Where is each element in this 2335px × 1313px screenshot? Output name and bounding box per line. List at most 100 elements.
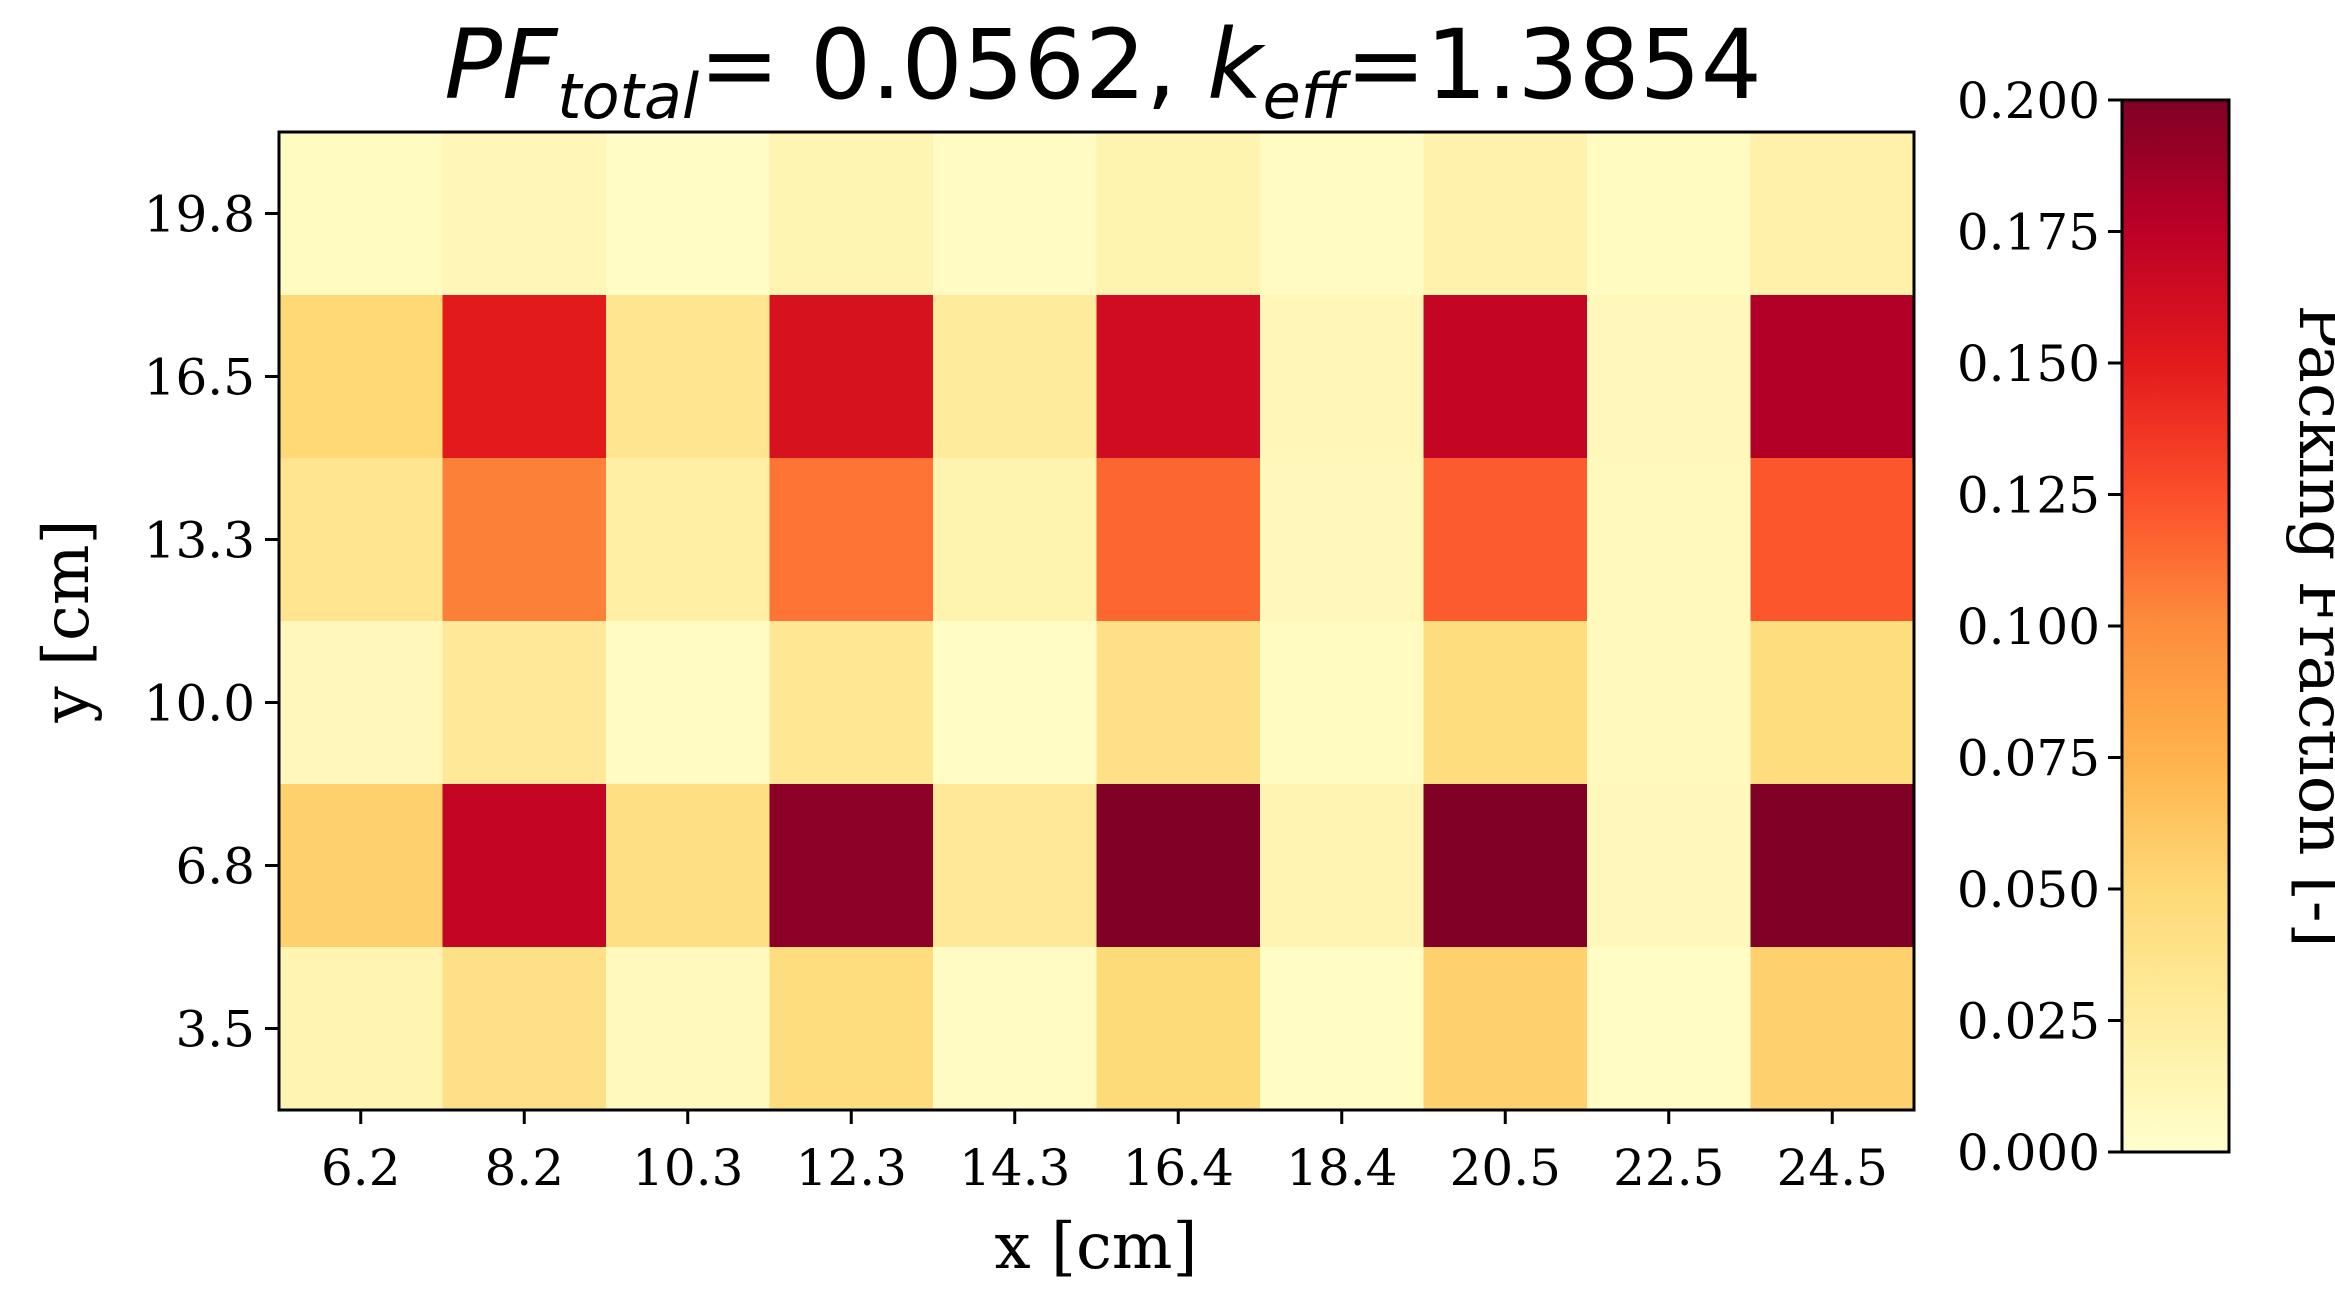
heatmap-cell xyxy=(1423,458,1588,622)
title-pf-subscript: total xyxy=(557,60,699,133)
colorbar-ticks: 0.200 0.175 0.150 0.125 0.100 0.075 0.050 0.025… xyxy=(1957,72,2122,1182)
heatmap-cell xyxy=(1750,132,1915,296)
colorbar-tick-label: 0.050 xyxy=(1957,861,2100,919)
heatmap-cell xyxy=(769,458,934,622)
heatmap-cell xyxy=(442,947,607,1111)
y-tick-label: 19.8 xyxy=(144,186,255,244)
y-tick-label: 10.0 xyxy=(144,675,255,733)
heatmap-cell xyxy=(1260,295,1425,459)
heatmap-cell xyxy=(1260,784,1425,948)
heatmap-cell xyxy=(1260,458,1425,622)
heatmap-cell xyxy=(1423,947,1588,1111)
heatmap-cell xyxy=(1587,621,1752,785)
heatmap-cell xyxy=(442,132,607,296)
heatmap-cell xyxy=(1423,295,1588,459)
title-k-value: =1.3854 xyxy=(1345,9,1761,121)
title-pf-value: = 0.0562, xyxy=(699,9,1207,121)
colorbar-label: Packing Fraction [-] xyxy=(2284,305,2335,948)
x-tick-label: 6.2 xyxy=(321,1139,401,1197)
x-tick-label: 12.3 xyxy=(796,1139,907,1197)
heatmap-cells xyxy=(279,132,1915,1111)
heatmap-cell xyxy=(1096,458,1261,622)
heatmap-cell xyxy=(606,295,771,459)
plot-frame xyxy=(277,130,1916,1112)
heatmap-cell xyxy=(606,458,771,622)
x-tick-label: 22.5 xyxy=(1613,1139,1724,1197)
heatmap-cell xyxy=(1587,295,1752,459)
heatmap-cell xyxy=(1423,132,1588,296)
x-tick-label: 14.3 xyxy=(959,1139,1070,1197)
heatmap-cell xyxy=(1587,947,1752,1111)
heatmap-cell xyxy=(279,132,444,296)
heatmap-cell xyxy=(1587,132,1752,296)
heatmap-cell xyxy=(769,621,934,785)
heatmap-cell xyxy=(769,132,934,296)
colorbar-tick-label: 0.150 xyxy=(1957,335,2100,393)
heatmap-cell xyxy=(769,947,934,1111)
x-tick-label: 24.5 xyxy=(1777,1139,1888,1197)
heatmap-cell xyxy=(1096,947,1261,1111)
heatmap-cell xyxy=(606,784,771,948)
heatmap-cell xyxy=(1096,784,1261,948)
x-axis-ticks: 6.2 8.2 10.3 12.3 14.3 16.4 18.4 20.5 22.5 24.5 xyxy=(321,1110,1888,1197)
y-axis-label: y [cm] xyxy=(30,520,104,724)
heatmap-cell xyxy=(1096,295,1261,459)
x-tick-label: 8.2 xyxy=(484,1139,564,1197)
title-k-symbol: k xyxy=(1207,9,1266,121)
heatmap-cell xyxy=(606,621,771,785)
x-tick-label: 10.3 xyxy=(632,1139,743,1197)
heatmap-cell xyxy=(1750,947,1915,1111)
heatmap-cell xyxy=(933,784,1098,948)
chart-title: PFtotal= 0.0562, keff=1.3854 xyxy=(444,9,1762,133)
heatmap-cell xyxy=(606,947,771,1111)
heatmap-cell xyxy=(1260,947,1425,1111)
heatmap-cell xyxy=(1750,621,1915,785)
heatmap-cell xyxy=(933,947,1098,1111)
title-k-subscript: eff xyxy=(1263,60,1352,133)
heatmap-cell xyxy=(1587,784,1752,948)
colorbar xyxy=(2120,98,2231,1154)
heatmap-cell xyxy=(442,295,607,459)
heatmap-cell xyxy=(1096,621,1261,785)
colorbar-tick-label: 0.175 xyxy=(1957,204,2100,262)
colorbar-tick-label: 0.075 xyxy=(1957,730,2100,788)
heatmap-cell xyxy=(933,295,1098,459)
colorbar-tick-label: 0.125 xyxy=(1957,467,2100,525)
x-tick-label: 18.4 xyxy=(1286,1139,1397,1197)
heatmap-cell xyxy=(1423,621,1588,785)
colorbar-tick-label: 0.200 xyxy=(1957,72,2100,130)
heatmap-cell xyxy=(769,295,934,459)
heatmap-cell xyxy=(933,621,1098,785)
x-axis-label: x [cm] xyxy=(995,1210,1198,1284)
heatmap-cell xyxy=(1096,132,1261,296)
heatmap-cell xyxy=(1587,458,1752,622)
title-pf-symbol: PF xyxy=(444,9,559,121)
heatmap-cell xyxy=(279,621,444,785)
heatmap-cell xyxy=(442,784,607,948)
heatmap-cell xyxy=(279,784,444,948)
colorbar-tick-label: 0.025 xyxy=(1957,993,2100,1051)
heatmap-cell xyxy=(1750,295,1915,459)
heatmap-cell xyxy=(279,295,444,459)
y-axis-ticks: 19.8 16.5 13.3 10.0 6.8 3.5 xyxy=(144,186,279,1059)
y-tick-label: 13.3 xyxy=(144,512,255,570)
heatmap-cell xyxy=(1750,458,1915,622)
heatmap-cell xyxy=(1423,784,1588,948)
heatmap-cell xyxy=(1260,132,1425,296)
colorbar-tick-label: 0.100 xyxy=(1957,598,2100,656)
x-tick-label: 16.4 xyxy=(1123,1139,1234,1197)
heatmap-cell xyxy=(933,458,1098,622)
heatmap-cell xyxy=(606,132,771,296)
heatmap-cell xyxy=(442,458,607,622)
heatmap-cell xyxy=(1260,621,1425,785)
y-tick-label: 16.5 xyxy=(144,349,255,407)
y-tick-label: 3.5 xyxy=(175,1001,255,1059)
y-tick-label: 6.8 xyxy=(175,838,255,896)
heatmap-cell xyxy=(279,458,444,622)
colorbar-tick-label: 0.000 xyxy=(1957,1124,2100,1182)
heatmap-cell xyxy=(933,132,1098,296)
heatmap-cell xyxy=(769,784,934,948)
x-tick-label: 20.5 xyxy=(1450,1139,1561,1197)
heatmap-cell xyxy=(279,947,444,1111)
